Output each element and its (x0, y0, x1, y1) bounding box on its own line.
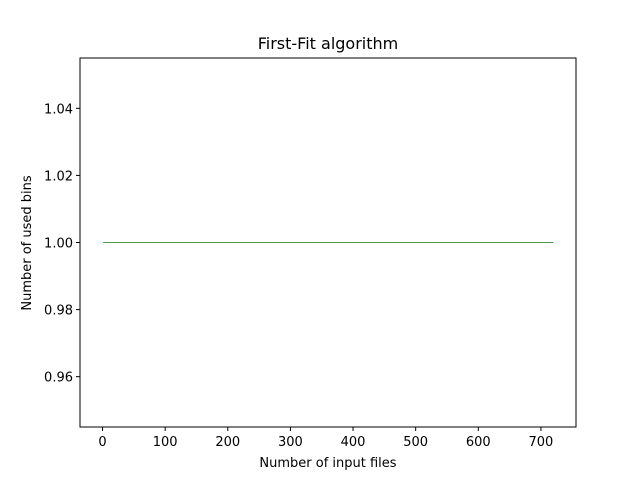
x-axis-label: Number of input files (259, 456, 396, 471)
axes-frame (79, 57, 577, 428)
x-tick-label: 400 (341, 435, 366, 450)
x-tick-label: 300 (278, 435, 303, 450)
x-tick-label: 600 (466, 435, 491, 450)
y-tick-label: 1.00 (44, 237, 73, 252)
y-axis-label: Number of used bins (20, 175, 35, 311)
y-tick-label: 1.04 (44, 102, 73, 117)
y-tick-label: 1.02 (44, 169, 73, 184)
y-tick-label: 0.96 (44, 371, 73, 386)
x-tick-label: 200 (215, 435, 240, 450)
y-axis-ticks: 0.96 0.98 1.00 1.02 1.04 (44, 102, 80, 386)
x-tick-label: 700 (529, 435, 554, 450)
x-axis-ticks: 0 100 200 300 400 500 600 700 (98, 427, 553, 450)
chart-title: First-Fit algorithm (258, 34, 399, 53)
x-tick-label: 500 (403, 435, 428, 450)
x-tick-label: 0 (98, 435, 106, 450)
x-tick-label: 100 (153, 435, 178, 450)
y-tick-label: 0.98 (44, 304, 73, 319)
